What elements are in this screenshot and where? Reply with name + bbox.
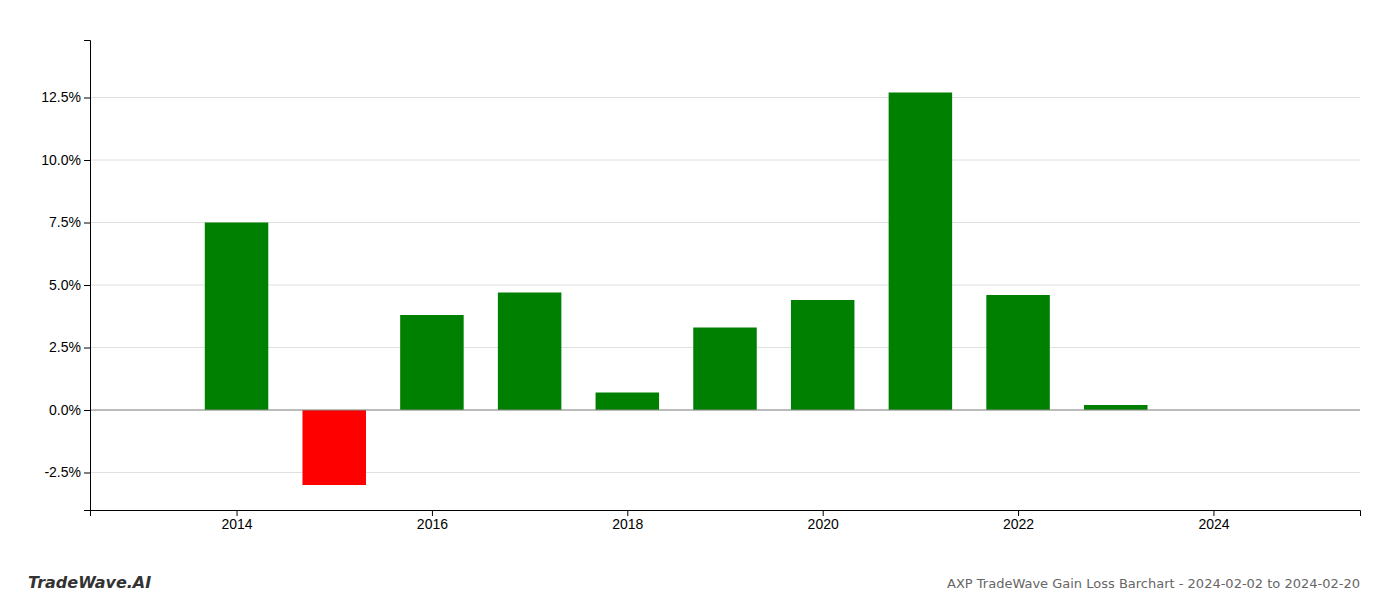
title: AXP TradeWave Gain Loss Barchart - 2024-…: [947, 576, 1360, 591]
y-tick-label: 12.5%: [41, 89, 81, 105]
y-tick-mark: [84, 223, 90, 224]
zero-line: [90, 410, 1360, 411]
bar: [889, 93, 953, 411]
y-tick-label: 0.0%: [49, 402, 81, 418]
x-tick: 2022: [1003, 510, 1034, 532]
x-tick-label: 2020: [808, 516, 839, 532]
x-tick: 2016: [417, 510, 448, 532]
bar: [791, 300, 855, 410]
bar: [302, 410, 366, 485]
y-tick-label: 5.0%: [49, 277, 81, 293]
grid-line: [90, 160, 1360, 161]
bar: [986, 295, 1050, 410]
bar: [400, 315, 464, 410]
x-tick-label: 2024: [1198, 516, 1229, 532]
grid-line: [90, 222, 1360, 223]
y-tick-mark: [84, 473, 90, 474]
y-tick-label: 7.5%: [49, 214, 81, 230]
y-tick: -2.5%: [44, 464, 90, 480]
y-tick-label: 2.5%: [49, 339, 81, 355]
y-tick-mark: [84, 98, 90, 99]
bar: [693, 328, 757, 411]
chart: 2014 2016 2018 2020 2022 2024 -2.5% 0.0% 2.5% 5.0…: [0, 0, 1400, 600]
bar: [498, 293, 561, 411]
x-tick-label: 2018: [612, 516, 643, 532]
x-axis-line: [91, 511, 1361, 517]
bars: [205, 93, 1148, 486]
y-tick: 10.0%: [41, 152, 90, 168]
y-tick-mark: [84, 348, 90, 349]
y-tick-mark: [84, 160, 90, 161]
x-tick: 2020: [808, 510, 839, 532]
y-tick-mark: [84, 285, 90, 286]
y-axis-line: [84, 41, 91, 511]
grid: [90, 98, 1360, 473]
x-tick: 2014: [221, 510, 252, 532]
y-tick: 2.5%: [49, 339, 90, 355]
grid-line: [90, 472, 1360, 473]
watermark: TradeWave.AI: [28, 573, 151, 592]
y-tick-label: -2.5%: [44, 464, 81, 480]
y-tick: 5.0%: [49, 277, 90, 293]
x-tick: 2024: [1198, 510, 1229, 532]
y-tick: 7.5%: [49, 214, 90, 230]
x-tick-label: 2016: [417, 516, 448, 532]
plot: 2014 2016 2018 2020 2022 2024 -2.5% 0.0% 2.5% 5.0…: [41, 41, 1360, 532]
y-axis: -2.5% 0.0% 2.5% 5.0% 7.5% 10.0% 12.5%: [41, 41, 90, 511]
grid-line: [90, 285, 1360, 286]
y-tick: 0.0%: [49, 402, 90, 418]
y-tick-mark: [84, 410, 90, 411]
y-tick: 12.5%: [41, 89, 90, 105]
grid-line: [90, 97, 1360, 98]
grid-line: [90, 410, 1360, 411]
y-tick-label: 10.0%: [41, 152, 81, 168]
bar: [596, 393, 660, 411]
bar: [1084, 405, 1148, 410]
bar: [205, 223, 269, 411]
x-tick: 2018: [612, 510, 643, 532]
x-tick-label: 2014: [221, 516, 252, 532]
x-tick-label: 2022: [1003, 516, 1034, 532]
x-axis: 2014 2016 2018 2020 2022 2024: [91, 510, 1361, 532]
